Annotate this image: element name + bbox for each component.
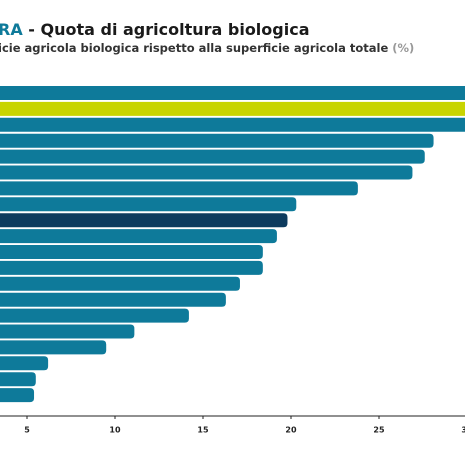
bar: [0, 292, 226, 307]
bar: [0, 165, 413, 180]
bar: [0, 197, 297, 212]
x-tick-label: 20: [285, 426, 297, 435]
bar: [0, 308, 189, 323]
bar: [0, 245, 263, 259]
subtitle-unit: (%): [392, 41, 414, 55]
bar: [0, 276, 240, 291]
x-tick-label: 15: [197, 426, 209, 435]
x-tick-label: 10: [109, 426, 121, 435]
x-tick-label: 5: [24, 426, 30, 435]
bar: [0, 260, 263, 275]
x-tick-label: 30: [461, 426, 465, 435]
x-tick-label: 25: [373, 426, 385, 435]
bar: [0, 356, 49, 371]
bar: [0, 388, 35, 403]
bar: [0, 213, 288, 228]
bar: [0, 229, 277, 244]
bar: [0, 133, 434, 148]
bar: [0, 324, 135, 339]
bar: [0, 181, 358, 196]
title-highlight: RA: [0, 20, 23, 39]
bar: [0, 149, 425, 164]
subtitle-group: icie agricola biologica rispetto alla su…: [0, 41, 414, 55]
bar: [0, 117, 465, 132]
bar: [0, 372, 36, 387]
bar: [0, 86, 465, 100]
chart-title-group: RA - Quota di agricoltura biologica: [0, 20, 310, 39]
subtitle: icie agricola biologica rispetto alla su…: [0, 41, 388, 55]
chart-title: - Quota di agricoltura biologica: [23, 20, 310, 39]
bar: [0, 101, 465, 116]
bar: [0, 340, 107, 355]
